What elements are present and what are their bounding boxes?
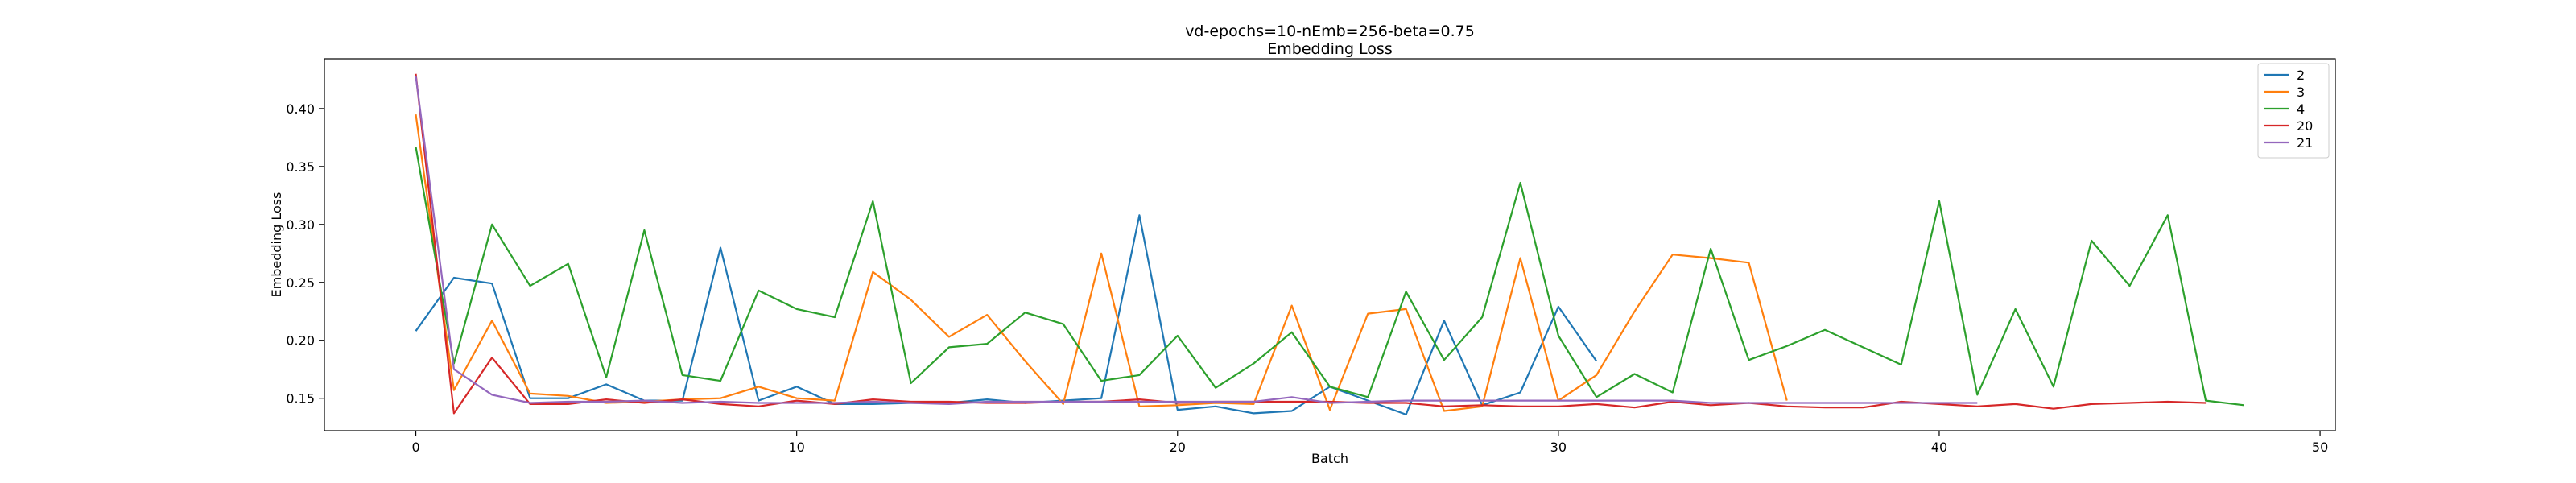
x-tick-label: 10 xyxy=(788,440,804,455)
x-tick-label: 40 xyxy=(1931,440,1947,455)
y-tick-label: 0.20 xyxy=(286,333,315,349)
x-tick-label: 20 xyxy=(1170,440,1186,455)
legend-label-20: 20 xyxy=(2297,118,2313,134)
x-tick-label: 0 xyxy=(411,440,419,455)
plot-frame xyxy=(324,58,2336,431)
legend-label-2: 2 xyxy=(2297,68,2305,83)
series-line-3 xyxy=(415,114,1788,412)
y-tick-label: 0.15 xyxy=(286,391,315,407)
x-axis: 0 10 20 30 40 50 xyxy=(411,431,2328,455)
x-tick-label: 50 xyxy=(2312,440,2328,455)
legend-label-3: 3 xyxy=(2297,85,2305,100)
series-line-4 xyxy=(415,147,2244,407)
y-tick-label: 0.35 xyxy=(286,159,315,175)
y-axis: 0.15 0.20 0.25 0.30 0.35 0.40 xyxy=(286,101,324,407)
series-line-21 xyxy=(415,76,1978,405)
x-axis-label: Batch xyxy=(1311,451,1348,466)
series-line-20 xyxy=(415,73,2207,415)
chart-subtitle: Embedding Loss xyxy=(1267,40,1392,58)
series-layer xyxy=(415,73,2244,416)
chart-title: vd-epochs=10-nEmb=256-beta=0.75 xyxy=(1185,23,1475,40)
y-tick-label: 0.40 xyxy=(286,101,315,117)
y-axis-label: Embedding Loss xyxy=(269,192,284,298)
x-tick-label: 30 xyxy=(1550,440,1567,455)
legend-label-21: 21 xyxy=(2297,135,2313,151)
legend-label-4: 4 xyxy=(2297,101,2305,117)
y-tick-label: 0.25 xyxy=(286,275,315,291)
legend-box xyxy=(2257,63,2330,159)
y-tick-label: 0.30 xyxy=(286,217,315,233)
